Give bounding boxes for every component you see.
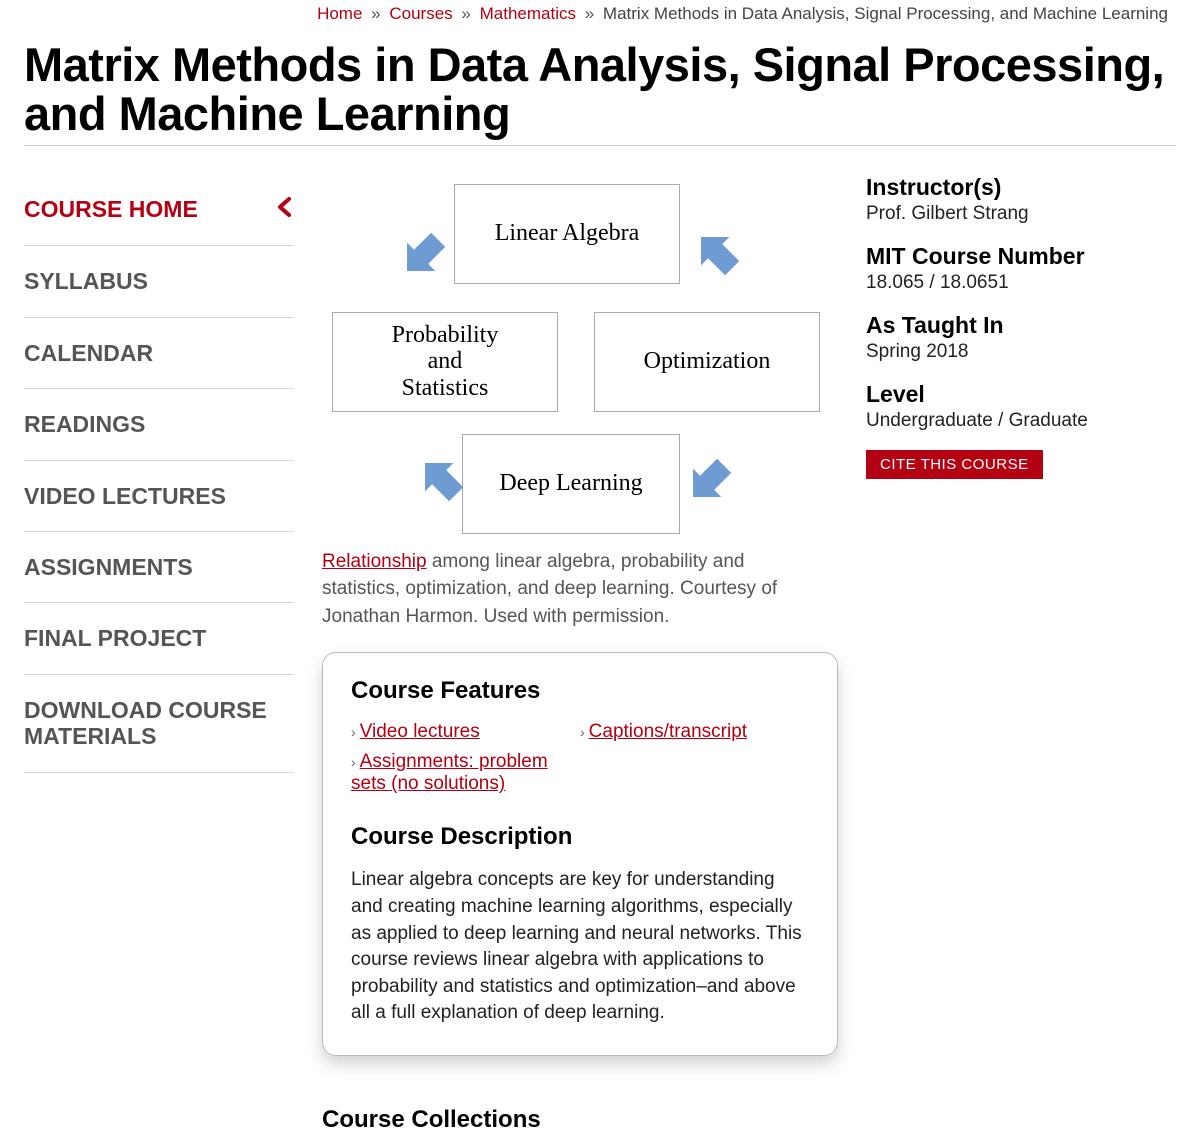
sidebar-item-video-lectures[interactable]: VIDEO LECTURES — [24, 461, 294, 532]
sidebar-item-label: DOWNLOAD COURSE MATERIALS — [24, 697, 294, 750]
chevron-right-icon: › — [351, 724, 356, 740]
diagram-caption: Relationship among linear algebra, proba… — [322, 548, 822, 631]
course-number-value: 18.065 / 18.0651 — [866, 272, 1176, 294]
page-title: Matrix Methods in Data Analysis, Signal … — [0, 24, 1200, 145]
breadcrumb-sep: » — [585, 4, 594, 23]
sidebar-item-label: SYLLABUS — [24, 268, 148, 294]
course-collections-heading: Course Collections — [322, 1106, 838, 1134]
breadcrumb-math[interactable]: Mathematics — [480, 4, 576, 23]
diagram-arrow-0 — [396, 226, 446, 276]
sidebar-item-label: READINGS — [24, 411, 145, 437]
sidebar-item-download-materials[interactable]: DOWNLOAD COURSE MATERIALS — [24, 675, 294, 773]
feature-link-item: ›Assignments: problem sets (no solutions… — [351, 751, 580, 795]
diagram-wrap: Linear Algebra ProbabilityandStatistics Op… — [322, 174, 822, 631]
chevron-right-icon: › — [580, 724, 585, 740]
taught-in-value: Spring 2018 — [866, 341, 1176, 363]
taught-in-block: As Taught In Spring 2018 — [866, 312, 1176, 363]
instructor-value: Prof. Gilbert Strang — [866, 203, 1176, 225]
level-block: Level Undergraduate / Graduate — [866, 381, 1176, 432]
diagram-node-la: Linear Algebra — [454, 184, 680, 284]
cite-course-button[interactable]: CITE THIS COURSE — [866, 450, 1043, 479]
breadcrumb: Home » Courses » Mathematics » Matrix Me… — [0, 0, 1200, 24]
diagram-arrow-2 — [414, 452, 464, 502]
feature-link-item: ›Video lectures — [351, 721, 580, 743]
course-number-block: MIT Course Number 18.065 / 18.0651 — [866, 243, 1176, 294]
title-divider — [24, 145, 1176, 146]
sidebar-item-syllabus[interactable]: SYLLABUS — [24, 246, 294, 317]
course-features-heading: Course Features — [351, 677, 809, 705]
level-heading: Level — [866, 381, 1176, 408]
sidebar-item-readings[interactable]: READINGS — [24, 389, 294, 460]
diagram-arrow-3 — [682, 452, 732, 502]
sidebar-item-label: ASSIGNMENTS — [24, 554, 193, 580]
chevron-right-icon: › — [351, 754, 356, 770]
breadcrumb-courses[interactable]: Courses — [389, 4, 452, 23]
breadcrumb-home[interactable]: Home — [317, 4, 362, 23]
feature-link-video-lectures[interactable]: Video lectures — [360, 721, 480, 742]
chevron-left-icon — [276, 196, 294, 224]
caption-relationship-link[interactable]: Relationship — [322, 551, 427, 572]
breadcrumb-sep: » — [461, 4, 470, 23]
diagram-node-op: Optimization — [594, 312, 820, 412]
breadcrumb-current: Matrix Methods in Data Analysis, Signal … — [603, 4, 1168, 23]
sidebar-item-course-home[interactable]: COURSE HOME — [24, 174, 294, 247]
feature-link-captions[interactable]: Captions/transcript — [589, 721, 747, 742]
course-description-text: Linear algebra concepts are key for unde… — [351, 867, 809, 1027]
sidebar-item-label: COURSE HOME — [24, 196, 198, 222]
diagram-node-ps: ProbabilityandStatistics — [332, 312, 558, 412]
feature-link-item: ›Captions/transcript — [580, 721, 809, 743]
diagram-node-dl: Deep Learning — [462, 434, 680, 534]
sidebar-item-calendar[interactable]: CALENDAR — [24, 318, 294, 389]
instructor-heading: Instructor(s) — [866, 174, 1176, 201]
feature-links: ›Video lectures ›Captions/transcript ›As… — [351, 721, 809, 795]
breadcrumb-sep: » — [371, 4, 380, 23]
level-value: Undergraduate / Graduate — [866, 410, 1176, 432]
course-info: Instructor(s) Prof. Gilbert Strang MIT C… — [866, 174, 1176, 479]
sidebar-item-label: CALENDAR — [24, 340, 153, 366]
relationship-diagram: Linear Algebra ProbabilityandStatistics Op… — [322, 174, 822, 534]
instructor-block: Instructor(s) Prof. Gilbert Strang — [866, 174, 1176, 225]
sidebar-item-final-project[interactable]: FINAL PROJECT — [24, 603, 294, 674]
feature-link-assignments[interactable]: Assignments: problem sets (no solutions) — [351, 751, 548, 794]
sidebar-item-label: VIDEO LECTURES — [24, 483, 226, 509]
course-number-heading: MIT Course Number — [866, 243, 1176, 270]
sidebar-item-label: FINAL PROJECT — [24, 625, 206, 651]
taught-in-heading: As Taught In — [866, 312, 1176, 339]
diagram-arrow-1 — [690, 226, 740, 276]
course-features-box: Course Features ›Video lectures ›Caption… — [322, 652, 838, 1056]
course-description-heading: Course Description — [351, 823, 809, 851]
sidebar-nav: COURSE HOME SYLLABUS CALENDAR READINGS V… — [24, 174, 294, 773]
sidebar-item-assignments[interactable]: ASSIGNMENTS — [24, 532, 294, 603]
